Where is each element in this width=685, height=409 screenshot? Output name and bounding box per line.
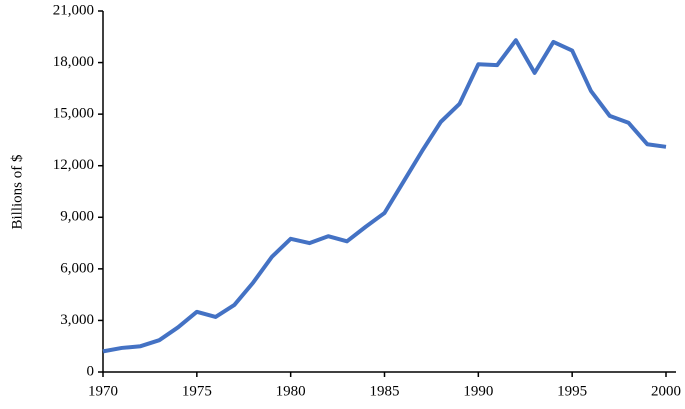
x-tick-label: 1995 bbox=[557, 383, 587, 399]
y-tick-label: 6,000 bbox=[60, 260, 94, 276]
y-tick-label: 9,000 bbox=[60, 209, 94, 225]
x-tick-label: 1985 bbox=[370, 383, 400, 399]
data-line bbox=[102, 38, 667, 354]
y-tick-label: 3,000 bbox=[60, 312, 94, 328]
y-axis-label: Billions of $ bbox=[9, 154, 25, 230]
x-tick-label: 1990 bbox=[463, 383, 493, 399]
x-tick-label: 1970 bbox=[88, 383, 118, 399]
y-tick-label: 21,000 bbox=[53, 2, 94, 18]
y-tick-label: 12,000 bbox=[53, 157, 94, 173]
y-tick-label: 15,000 bbox=[53, 106, 94, 122]
y-tick-label: 18,000 bbox=[53, 54, 94, 70]
y-tick-label: 0 bbox=[87, 363, 95, 379]
x-tick-label: 1980 bbox=[276, 383, 306, 399]
x-tick-label: 1975 bbox=[182, 383, 212, 399]
x-tick-label: 2000 bbox=[651, 383, 681, 399]
